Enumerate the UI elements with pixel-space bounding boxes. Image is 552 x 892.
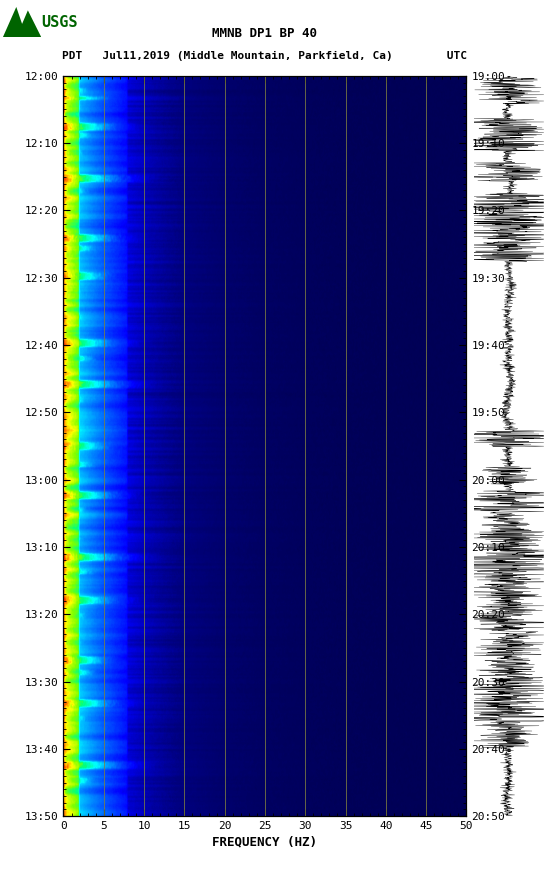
X-axis label: FREQUENCY (HZ): FREQUENCY (HZ) — [213, 835, 317, 848]
Text: MMNB DP1 BP 40: MMNB DP1 BP 40 — [213, 27, 317, 40]
Text: USGS: USGS — [41, 15, 78, 29]
Text: PDT   Jul11,2019 (Middle Mountain, Parkfield, Ca)        UTC: PDT Jul11,2019 (Middle Mountain, Parkfie… — [62, 51, 468, 61]
Polygon shape — [3, 7, 41, 37]
